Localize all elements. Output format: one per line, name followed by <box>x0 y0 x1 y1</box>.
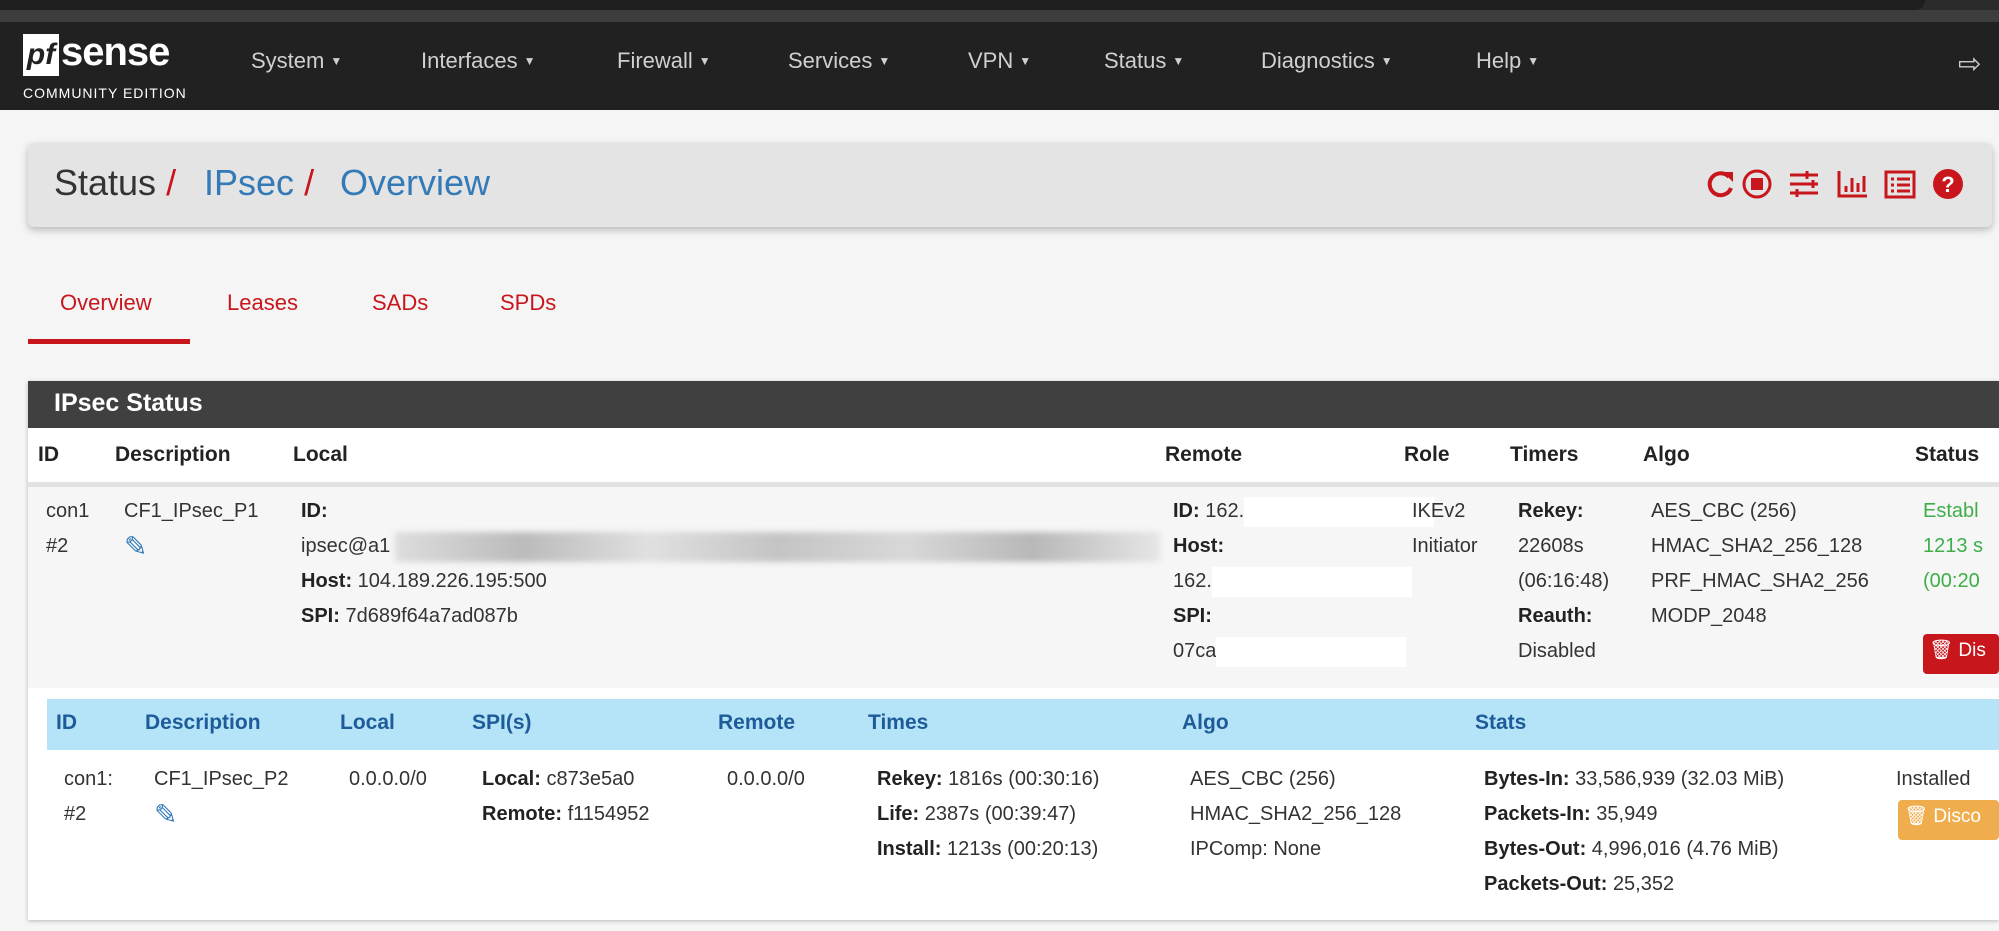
p1-status: Establ 1213 s (00:20 <box>1923 500 1984 592</box>
menu-label: Firewall <box>617 48 693 73</box>
redacted-box <box>1216 636 1407 667</box>
menu-label: Help <box>1476 48 1522 73</box>
child-col-algo: Algo <box>1182 711 1229 734</box>
menu-system[interactable]: System ▼ <box>251 48 342 74</box>
p1-description: CF1_IPsec_P1 ✎ <box>124 500 259 562</box>
pfsense-logo[interactable]: pf sense COMMUNITY EDITION <box>23 30 201 104</box>
menu-label: System <box>251 48 325 73</box>
p1-disconnect-button[interactable]: 🗑 Dis <box>1923 634 1999 674</box>
p2-spis: Local: c873e5a0 Remote: f1154952 <box>482 768 650 825</box>
p1-algo: AES_CBC (256) HMAC_SHA2_256_128 PRF_HMAC_S… <box>1651 500 1869 627</box>
col-id: ID <box>38 443 59 466</box>
p1-row <box>28 482 1999 688</box>
p2-times: Rekey: 1816s (00:30:16) Life: 2387s (00:… <box>877 768 1100 860</box>
col-description: Description <box>115 443 231 466</box>
child-col-description: Description <box>145 711 261 734</box>
caret-down-icon: ▼ <box>1380 54 1393 68</box>
help-icon[interactable]: ? <box>1932 168 1964 200</box>
p2-algo: AES_CBC (256) HMAC_SHA2_256_128 IPComp: No… <box>1190 768 1402 860</box>
menu-services[interactable]: Services ▼ <box>788 48 890 74</box>
redacted-box <box>1244 496 1435 527</box>
p2-remote: 0.0.0.0/0 <box>727 768 805 790</box>
logo-edition: COMMUNITY EDITION <box>23 85 187 101</box>
menu-label: Services <box>788 48 873 73</box>
tab-leases[interactable]: Leases <box>227 290 298 315</box>
caret-down-icon: ▼ <box>330 54 343 68</box>
caret-down-icon: ▼ <box>878 54 891 68</box>
menu-help[interactable]: Help ▼ <box>1476 48 1539 74</box>
col-remote: Remote <box>1165 443 1243 466</box>
caret-down-icon: ▼ <box>698 54 711 68</box>
p2-id: con1: #2 <box>64 768 113 825</box>
breadcrumb-ipsec[interactable]: IPsec / <box>204 162 315 203</box>
bar-chart-icon[interactable] <box>1836 168 1868 200</box>
stop-icon[interactable] <box>1741 168 1773 200</box>
sign-out-icon[interactable]: ⇨ <box>1958 48 1982 79</box>
browser-top-strip <box>0 0 1999 22</box>
caret-down-icon: ▼ <box>1527 54 1540 68</box>
col-role: Role <box>1404 443 1450 466</box>
svg-text:?: ? <box>1941 172 1954 197</box>
menu-interfaces[interactable]: Interfaces ▼ <box>421 48 536 74</box>
menu-status[interactable]: Status ▼ <box>1104 48 1184 74</box>
menu-firewall[interactable]: Firewall ▼ <box>617 48 711 74</box>
menu-vpn[interactable]: VPN ▼ <box>968 48 1031 74</box>
p2-local: 0.0.0.0/0 <box>349 768 427 790</box>
redacted-blur <box>395 532 1160 562</box>
caret-down-icon: ▼ <box>1019 54 1032 68</box>
child-col-id: ID <box>56 711 77 734</box>
edit-pencil-icon[interactable]: ✎ <box>124 531 148 562</box>
tab-overview[interactable]: Overview <box>60 290 152 315</box>
panel-title: IPsec Status <box>28 381 1999 428</box>
child-sa-header <box>47 699 1999 750</box>
list-icon[interactable] <box>1884 168 1916 200</box>
breadcrumb-bar <box>28 143 1992 227</box>
menu-label: Status <box>1104 48 1167 73</box>
p2-status: Installed <box>1896 768 1971 790</box>
menu-label: Interfaces <box>421 48 518 73</box>
caret-down-icon: ▼ <box>1172 54 1185 68</box>
child-col-times: Times <box>868 711 929 734</box>
menu-diagnostics[interactable]: Diagnostics ▼ <box>1261 48 1393 74</box>
restart-icon[interactable] <box>1705 168 1737 200</box>
active-tab-indicator <box>28 339 190 344</box>
logo-mark: pf <box>23 34 59 76</box>
caret-down-icon: ▼ <box>523 54 536 68</box>
col-local: Local <box>293 443 348 466</box>
trash-icon: 🗑 <box>1904 806 1929 827</box>
p1-timers: Rekey: 22608s (06:16:48) Reauth: Disable… <box>1518 500 1610 662</box>
p2-disconnect-button[interactable]: 🗑 Disco <box>1898 800 1999 840</box>
breadcrumb-status: Status / <box>54 162 177 203</box>
menu-label: VPN <box>968 48 1014 73</box>
p1-role: IKEv2 Initiator <box>1412 500 1478 557</box>
navbar <box>0 22 1999 110</box>
child-col-remote: Remote <box>718 711 796 734</box>
child-col-local: Local <box>340 711 395 734</box>
col-status: Status <box>1915 443 1980 466</box>
col-timers: Timers <box>1510 443 1579 466</box>
menu-label: Diagnostics <box>1261 48 1375 73</box>
redacted-box <box>1211 566 1412 597</box>
col-algo: Algo <box>1643 443 1690 466</box>
tab-spds[interactable]: SPDs <box>500 290 557 315</box>
p1-id: con1 #2 <box>46 500 90 557</box>
edit-pencil-icon[interactable]: ✎ <box>154 799 178 830</box>
p1-remote: ID: 162. Host: 162. SPI: 07ca <box>1173 494 1435 669</box>
p1-local: ID: ipsec@a1 Host: 104.189.226.195:500 S… <box>301 500 547 627</box>
sliders-icon[interactable] <box>1788 168 1820 200</box>
breadcrumb-overview[interactable]: Overview <box>340 162 491 203</box>
trash-icon: 🗑 <box>1929 640 1954 661</box>
p2-stats: Bytes-In: 33,586,939 (32.03 MiB) Packets… <box>1484 768 1785 895</box>
tab-sads[interactable]: SADs <box>372 290 429 315</box>
logo-name: sense <box>61 30 170 74</box>
p2-description: CF1_IPsec_P2 ✎ <box>154 768 289 830</box>
child-col-spis: SPI(s) <box>472 711 532 734</box>
child-col-stats: Stats <box>1475 711 1527 734</box>
